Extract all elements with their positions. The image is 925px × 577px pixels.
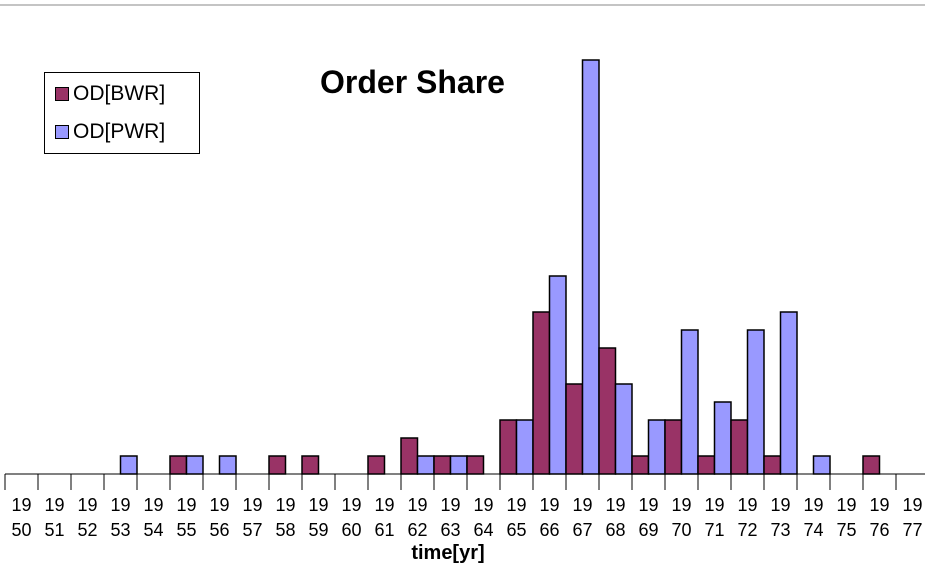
legend-label: OD[PWR] bbox=[73, 120, 166, 143]
bar bbox=[614, 383, 633, 475]
legend-swatch bbox=[55, 125, 69, 139]
x-tick-label: 19 58 bbox=[275, 495, 296, 540]
bar bbox=[301, 455, 320, 475]
x-tick-label: 19 66 bbox=[539, 495, 560, 540]
x-tick-label: 19 76 bbox=[869, 495, 890, 540]
bar bbox=[697, 455, 716, 475]
x-tick-label: 19 70 bbox=[671, 495, 692, 540]
x-tick-label: 19 62 bbox=[407, 495, 428, 540]
x-tick-label: 19 63 bbox=[440, 495, 461, 540]
x-tick-label: 19 64 bbox=[473, 495, 494, 540]
legend-item: OD[PWR] bbox=[55, 115, 199, 149]
x-tick-label: 19 67 bbox=[572, 495, 593, 540]
bar bbox=[185, 455, 204, 475]
bar bbox=[449, 455, 468, 475]
bar bbox=[119, 455, 138, 475]
legend: OD[BWR] OD[PWR] bbox=[44, 72, 200, 154]
bar bbox=[812, 455, 831, 475]
legend-label: OD[BWR] bbox=[73, 82, 166, 105]
x-tick-label: 19 55 bbox=[176, 495, 197, 540]
bar bbox=[862, 455, 881, 475]
x-tick-label: 19 65 bbox=[506, 495, 527, 540]
x-tick-label: 19 68 bbox=[605, 495, 626, 540]
bar bbox=[268, 455, 287, 475]
x-tick-label: 19 74 bbox=[803, 495, 824, 540]
x-tick-label: 19 53 bbox=[110, 495, 131, 540]
x-tick-label: 19 52 bbox=[77, 495, 98, 540]
bar bbox=[779, 311, 798, 475]
bar bbox=[400, 437, 419, 475]
bar bbox=[631, 455, 650, 475]
x-tick-label: 19 57 bbox=[242, 495, 263, 540]
bar bbox=[763, 455, 782, 475]
bar bbox=[515, 419, 534, 475]
bar bbox=[746, 329, 765, 475]
bar bbox=[598, 347, 617, 475]
bar bbox=[218, 455, 237, 475]
bar bbox=[499, 419, 518, 475]
legend-item: OD[BWR] bbox=[55, 77, 199, 111]
x-tick-label: 19 60 bbox=[341, 495, 362, 540]
bar bbox=[647, 419, 666, 475]
bar bbox=[532, 311, 551, 475]
legend-swatch bbox=[55, 87, 69, 101]
chart-title: Order Share bbox=[320, 64, 505, 100]
x-tick-label: 19 56 bbox=[209, 495, 230, 540]
x-tick-label: 19 75 bbox=[836, 495, 857, 540]
x-tick-label: 19 73 bbox=[770, 495, 791, 540]
bar bbox=[664, 419, 683, 475]
bar bbox=[169, 455, 188, 475]
x-tick-label: 19 54 bbox=[143, 495, 164, 540]
x-tick-label: 19 59 bbox=[308, 495, 329, 540]
x-tick-label: 19 61 bbox=[374, 495, 395, 540]
x-tick-label: 19 50 bbox=[11, 495, 32, 540]
bar bbox=[565, 383, 584, 475]
bar bbox=[713, 401, 732, 475]
bar bbox=[730, 419, 749, 475]
bar bbox=[581, 59, 600, 475]
bar bbox=[548, 275, 567, 475]
x-tick-label: 19 69 bbox=[638, 495, 659, 540]
x-tick-label: 19 71 bbox=[704, 495, 725, 540]
x-tick-label: 19 72 bbox=[737, 495, 758, 540]
bar bbox=[416, 455, 435, 475]
bar bbox=[680, 329, 699, 475]
x-tick-label: 19 51 bbox=[44, 495, 65, 540]
bar bbox=[433, 455, 452, 475]
x-axis-title: time[yr] bbox=[411, 542, 485, 564]
x-tick-label: 19 77 bbox=[902, 495, 923, 540]
bar bbox=[367, 455, 386, 475]
bar bbox=[466, 455, 485, 475]
